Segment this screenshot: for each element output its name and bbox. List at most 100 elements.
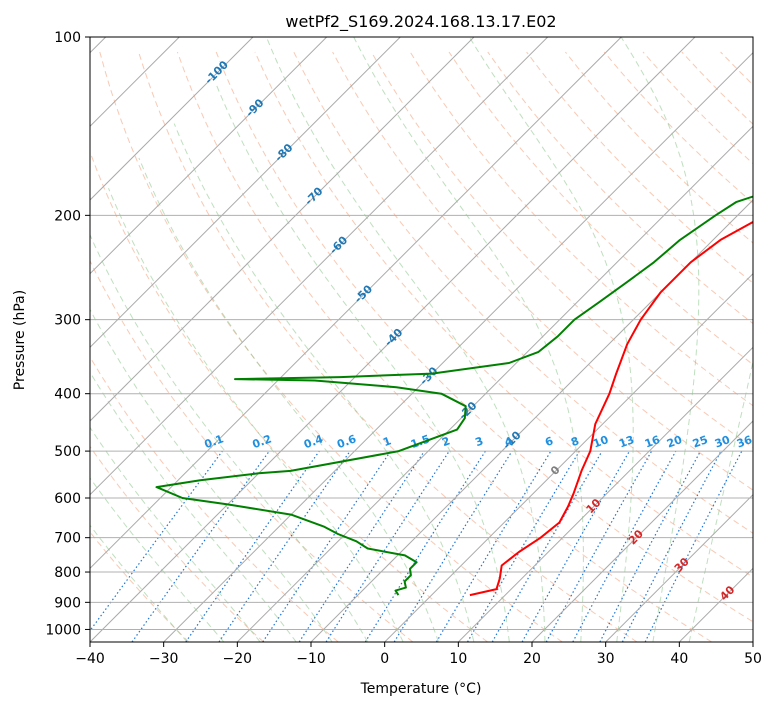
mixing-ratio-line bbox=[185, 450, 320, 642]
x-tick-label: 50 bbox=[744, 651, 762, 667]
plot-frame bbox=[89, 36, 754, 643]
x-tick-label: 40 bbox=[670, 651, 688, 667]
mixing-ratio-label: 0.4 bbox=[302, 432, 325, 451]
moist-adiabat bbox=[90, 426, 261, 642]
moist-adiabat bbox=[173, 123, 475, 642]
moist-adiabat bbox=[265, 37, 546, 642]
mixing-ratio-line bbox=[218, 450, 351, 642]
dry-adiabat bbox=[90, 445, 264, 642]
mixing-ratio-line bbox=[298, 450, 425, 642]
dry-adiabat bbox=[487, 51, 753, 325]
mixing-ratio-line bbox=[644, 450, 743, 642]
mixing-ratio-label: 10 bbox=[591, 433, 610, 451]
isotherm bbox=[163, 51, 753, 642]
isotherm bbox=[310, 199, 753, 642]
y-tick-label: 900 bbox=[54, 595, 81, 611]
plot-area: -100-90-80-70-60-50-40-30-20-10010203040… bbox=[90, 37, 754, 642]
x-tick-label: 20 bbox=[523, 651, 541, 667]
dry-adiabat bbox=[293, 51, 753, 534]
mixing-ratio-label: 3 bbox=[473, 434, 485, 449]
isotherm bbox=[236, 125, 753, 642]
chart-title: wetPf2_S169.2024.168.13.17.E02 bbox=[285, 12, 556, 32]
mixing-ratio-line bbox=[545, 450, 653, 642]
dry-adiabat bbox=[138, 51, 638, 642]
mixing-ratio-label: 13 bbox=[617, 433, 636, 450]
moist-adiabat bbox=[108, 188, 404, 642]
y-tick-label: 800 bbox=[54, 565, 81, 581]
dry-adiabat bbox=[370, 51, 753, 449]
isotherm bbox=[531, 420, 753, 642]
isotherm bbox=[90, 37, 254, 201]
isotherm bbox=[90, 37, 696, 642]
isotherm bbox=[605, 493, 753, 642]
isotherm bbox=[384, 272, 753, 642]
mixing-ratio-label: 1 bbox=[381, 434, 393, 449]
dry-adiabat bbox=[448, 51, 753, 366]
moist-adiabat bbox=[90, 477, 225, 642]
moist-adiabat bbox=[620, 37, 700, 642]
mixing-ratio-lines bbox=[90, 450, 743, 642]
mixing-ratio-label: 6 bbox=[543, 434, 555, 449]
mixing-ratio-line bbox=[131, 450, 270, 642]
moist-adiabat bbox=[90, 308, 333, 642]
y-axis: 100 200 300 400 500 600 700 800 900 1000 bbox=[45, 30, 90, 638]
x-tick-label: 0 bbox=[380, 651, 389, 667]
mixing-ratio-label: 0.2 bbox=[251, 432, 274, 451]
dry-adiabats bbox=[90, 51, 753, 642]
x-tick-label: −40 bbox=[75, 651, 105, 667]
isotherm bbox=[90, 37, 549, 496]
y-axis-label: Pressure (hPa) bbox=[12, 290, 28, 390]
moist-adiabat bbox=[90, 371, 297, 642]
mixing-ratio-label: 0.1 bbox=[203, 432, 226, 451]
dry-adiabat bbox=[90, 150, 488, 642]
moist-adiabat bbox=[90, 524, 188, 642]
moist-adiabat bbox=[215, 83, 510, 642]
mixing-ratio-line bbox=[572, 450, 677, 642]
mixing-ratio-label: 25 bbox=[691, 433, 710, 450]
isotherm bbox=[90, 37, 401, 349]
y-tick-label: 100 bbox=[54, 30, 81, 46]
moist-adiabat bbox=[688, 358, 753, 642]
x-tick-label: 10 bbox=[449, 651, 467, 667]
dry-adiabat bbox=[90, 259, 414, 642]
mixing-ratio-label: 36 bbox=[735, 433, 754, 451]
mixing-ratio-label: 1.5 bbox=[409, 432, 432, 451]
mixing-ratio-label: 20 bbox=[665, 433, 684, 451]
mixing-ratio-label: 4 bbox=[503, 434, 515, 449]
y-tick-label: 500 bbox=[54, 444, 81, 460]
mixing-ratio-label: 0.6 bbox=[335, 432, 358, 451]
mixing-ratio-line bbox=[325, 450, 450, 642]
x-axis-label: Temperature (°C) bbox=[360, 681, 482, 697]
dry-adiabat bbox=[99, 51, 563, 642]
mixing-ratio-line bbox=[521, 450, 631, 642]
isotherm bbox=[90, 37, 475, 422]
mixing-ratio-label: 8 bbox=[569, 434, 581, 449]
dry-adiabat bbox=[215, 51, 753, 623]
y-tick-label: 300 bbox=[54, 313, 81, 329]
dry-adiabat bbox=[176, 51, 712, 642]
x-tick-label: 30 bbox=[597, 651, 615, 667]
isotherm bbox=[90, 37, 328, 275]
x-tick-label: −30 bbox=[149, 651, 179, 667]
x-axis: −40 −30 −20 −10 0 10 20 30 40 50 bbox=[75, 642, 762, 667]
y-tick-label: 400 bbox=[54, 387, 81, 403]
moist-adiabats bbox=[90, 37, 753, 642]
series-line-1 bbox=[155, 195, 753, 596]
isotherm bbox=[457, 346, 753, 642]
mixing-ratio-line bbox=[262, 450, 392, 642]
dry-adiabat bbox=[254, 51, 753, 578]
dry-adiabat bbox=[409, 51, 753, 407]
dry-adiabat bbox=[90, 356, 339, 642]
mixing-ratio-labels: 0.1 0.2 0.4 0.6 1 1.5 2 3 4 6 8 10 13 16 20 25 30 36 bbox=[203, 432, 754, 451]
mixing-ratio-label: 16 bbox=[643, 433, 662, 451]
x-tick-label: −10 bbox=[296, 651, 326, 667]
x-tick-label: −20 bbox=[223, 651, 253, 667]
y-tick-label: 1000 bbox=[45, 622, 81, 638]
mixing-ratio-label: 2 bbox=[440, 434, 452, 449]
dry-adiabat bbox=[332, 51, 753, 491]
isobars bbox=[90, 37, 753, 630]
moist-adiabat bbox=[353, 37, 584, 642]
mixing-ratio-label: 30 bbox=[713, 433, 732, 451]
